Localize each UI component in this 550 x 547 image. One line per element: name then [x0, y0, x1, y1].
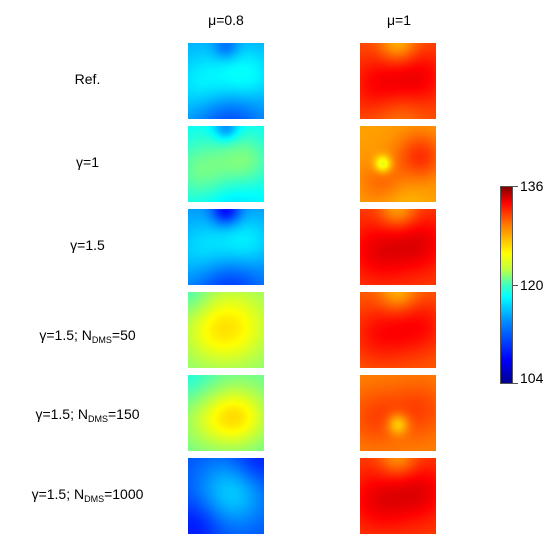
row-label-gamma-1-5: γ=1.5 [0, 236, 175, 254]
colorbar [500, 186, 513, 384]
heatmap-ref-mu-0-8 [188, 43, 264, 119]
row-label-text: Ref. [74, 71, 101, 87]
row-label-gamma-1: γ=1 [0, 153, 175, 171]
row-label-text: γ=1.5; N [39, 327, 92, 343]
heatmap-gamma-1-5-mu-0-8 [188, 209, 264, 285]
row-label-text: γ=1.5; N [35, 406, 88, 422]
row-label-ndms-50: γ=1.5; NDMS=50 [0, 326, 175, 349]
row-label-ndms-1000: γ=1.5; NDMS=1000 [0, 485, 175, 508]
heatmap-gamma-1-mu-1 [360, 126, 436, 202]
heatmap-gamma-1-5-mu-1 [360, 209, 436, 285]
colorbar-tick-mid [513, 285, 518, 286]
row-label-suffix: =50 [111, 327, 136, 343]
row-label-subscript: DMS [84, 494, 105, 504]
row-label-suffix: =1000 [104, 486, 144, 502]
colorbar-tick-min [513, 383, 518, 384]
column-header-mu-0-8: μ=0.8 [208, 12, 244, 28]
heatmap-ref-mu-1 [360, 43, 436, 119]
colorbar-label-mid: 120 [520, 277, 544, 293]
row-label-subscript: DMS [87, 414, 108, 424]
heatmap-ndms-150-mu-1 [360, 375, 436, 451]
row-label-text: γ=1.5; N [31, 486, 85, 502]
heatmap-ndms-50-mu-1 [360, 292, 436, 368]
colorbar-label-min: 104 [520, 370, 544, 386]
heatmap-ndms-50-mu-0-8 [188, 292, 264, 368]
row-label-ref: Ref. [0, 70, 175, 88]
row-label-subscript: DMS [91, 335, 112, 345]
colorbar-label-max: 136 [520, 178, 544, 194]
heatmap-ndms-1000-mu-0-8 [188, 458, 264, 534]
colorbar-tick-max [513, 186, 518, 187]
heatmap-ndms-150-mu-0-8 [188, 375, 264, 451]
row-label-ndms-150: γ=1.5; NDMS=150 [0, 405, 175, 428]
row-label-text: γ=1.5 [70, 237, 105, 253]
column-header-mu-1: μ=1 [386, 12, 412, 28]
row-label-suffix: =150 [107, 406, 140, 422]
heatmap-gamma-1-mu-0-8 [188, 126, 264, 202]
row-label-text: γ=1 [76, 154, 99, 170]
heatmap-ndms-1000-mu-1 [360, 458, 436, 534]
